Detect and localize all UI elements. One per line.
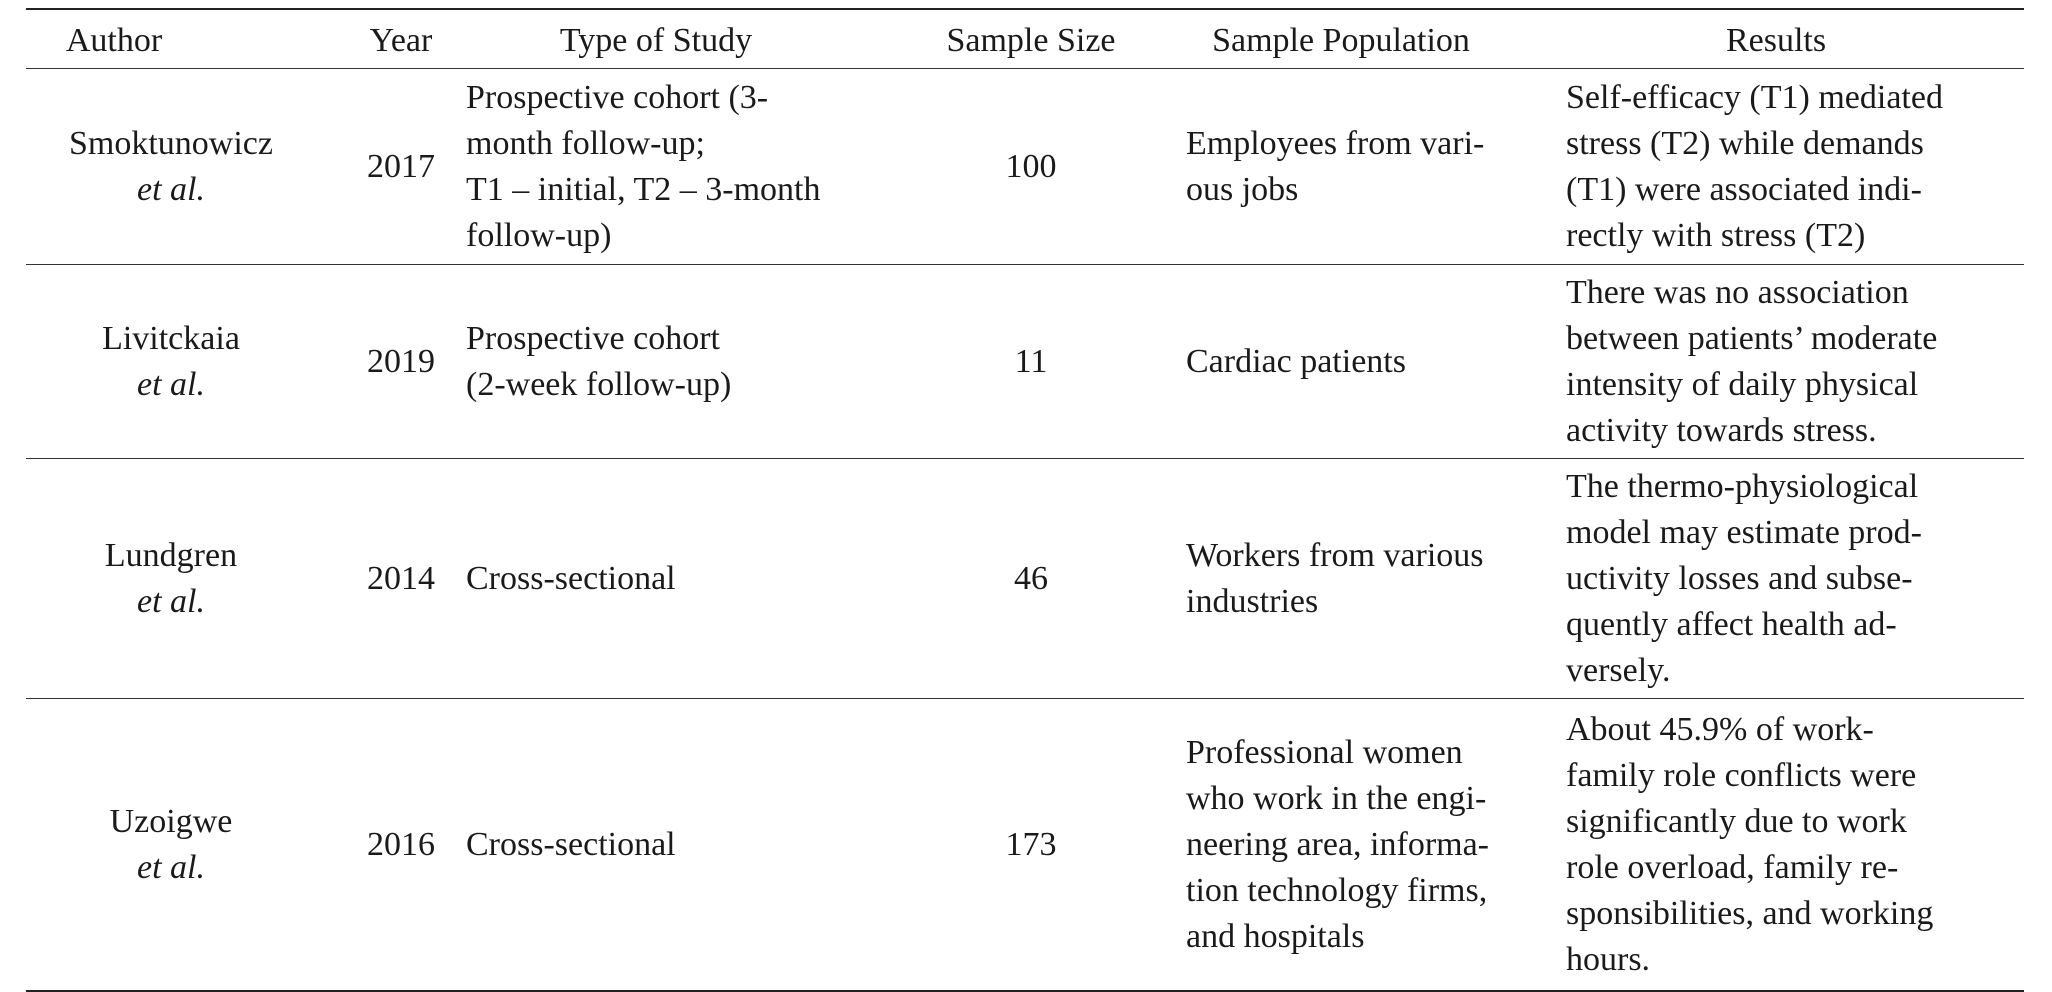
header-type-of-study: Type of Study [559, 22, 753, 59]
results-line: uctivity losses and subse- [1566, 560, 1913, 597]
sample-size-cell: 173 [906, 700, 1156, 990]
sample-population-line: Employees from vari- [1186, 125, 1485, 162]
results-line: (T1) were associated indi- [1566, 171, 1922, 208]
row-divider [26, 264, 2024, 265]
type-of-study-cell: Cross-sectional [466, 460, 906, 698]
type-of-study-line: Cross-sectional [466, 826, 676, 863]
sample-population-line: Workers from various [1186, 537, 1484, 574]
year-value: 2014 [367, 560, 435, 597]
author-name: Livitckaia [102, 320, 240, 357]
results-line: rectly with stress (T2) [1566, 217, 1866, 254]
results-line: family role conflicts were [1566, 757, 1917, 794]
results-line: intensity of daily physical [1566, 366, 1919, 403]
results-cell: Self-efficacy (T1) mediated stress (T2) w… [1566, 70, 2026, 264]
results-cell: About 45.9% of work-family role conflict… [1566, 700, 2026, 990]
author-etal: et al. [137, 366, 205, 403]
header-results: Results [1725, 22, 1827, 59]
sample-population-cell: Cardiac patients [1186, 266, 1526, 458]
type-of-study-line: T1 – initial, T2 – 3-month [466, 171, 821, 208]
sample-size-value: 11 [1014, 343, 1048, 380]
results-line: Self-efficacy (T1) mediated [1566, 79, 1943, 116]
author-name: Smoktunowicz [69, 125, 273, 162]
sample-population-line: who work in the engi- [1186, 780, 1487, 817]
year-cell: 2016 [353, 700, 449, 990]
sample-size-cell: 100 [906, 70, 1156, 264]
author-etal: et al. [137, 171, 205, 208]
results-line: sponsibilities, and working [1566, 895, 1934, 932]
sample-population-line: ous jobs [1186, 171, 1299, 208]
author-etal: et al. [137, 849, 205, 886]
sample-population-cell: Professional women who work in the engi-n… [1186, 700, 1526, 990]
author-cell: Livitckaia et al. [26, 266, 316, 458]
results-line: The thermo-physiological [1566, 468, 1919, 505]
type-of-study-line: Prospective cohort [466, 320, 720, 357]
author-cell: Smoktunowicz et al. [26, 70, 316, 264]
year-cell: 2019 [353, 266, 449, 458]
author-name: Uzoigwe [109, 803, 233, 840]
type-of-study-cell: Prospective cohort (3- month follow-up; T1… [466, 70, 906, 264]
author-name: Lundgren [104, 537, 238, 574]
sample-population-line: neering area, informa- [1186, 826, 1489, 863]
table-top-rule [26, 8, 2024, 10]
results-line: between patients’ moderate [1566, 320, 1938, 357]
sample-population-cell: Employees from vari-ous jobs [1186, 70, 1526, 264]
results-cell: The thermo-physiological model may estima… [1566, 460, 2026, 698]
results-line: model may estimate prod- [1566, 514, 1922, 551]
results-line: hours. [1566, 941, 1651, 978]
author-cell: Lundgren et al. [26, 460, 316, 698]
header-sample-size: Sample Size [946, 22, 1116, 59]
header-rule [26, 68, 2024, 69]
year-value: 2019 [367, 343, 435, 380]
header-author: Author [65, 22, 163, 59]
sample-population-line: Professional women [1186, 734, 1463, 771]
results-cell: There was no association between patients… [1566, 266, 2026, 458]
header-year: Year [369, 22, 433, 59]
type-of-study-line: (2-week follow-up) [466, 366, 732, 403]
header-sample-population: Sample Population [1212, 22, 1470, 59]
author-cell: Uzoigwe et al. [26, 700, 316, 990]
results-line: There was no association [1566, 274, 1909, 311]
year-value: 2016 [367, 826, 435, 863]
type-of-study-line: Cross-sectional [466, 560, 676, 597]
sample-population-line: industries [1186, 583, 1319, 620]
row-divider [26, 698, 2024, 699]
year-value: 2017 [367, 148, 435, 185]
type-of-study-line: follow-up) [466, 217, 612, 254]
sample-population-line: tion technology firms, [1186, 872, 1488, 909]
sample-population-line: Cardiac patients [1186, 343, 1406, 380]
sample-population-cell: Workers from various industries [1186, 460, 1526, 698]
type-of-study-line: Prospective cohort (3- [466, 79, 769, 116]
type-of-study-line: month follow-up; [466, 125, 705, 162]
type-of-study-cell: Cross-sectional [466, 700, 906, 990]
sample-size-cell: 46 [906, 460, 1156, 698]
results-line: role overload, family re- [1566, 849, 1899, 886]
sample-size-cell: 11 [906, 266, 1156, 458]
results-line: activity towards stress. [1566, 412, 1877, 449]
author-etal: et al. [137, 583, 205, 620]
sample-size-value: 173 [1005, 826, 1057, 863]
results-line: significantly due to work [1566, 803, 1907, 840]
year-cell: 2017 [353, 70, 449, 264]
results-line: About 45.9% of work- [1566, 711, 1874, 748]
sample-population-line: and hospitals [1186, 918, 1365, 955]
results-line: versely. [1566, 652, 1671, 689]
sample-size-value: 100 [1005, 148, 1057, 185]
row-divider [26, 458, 2024, 459]
results-line: quently affect health ad- [1566, 606, 1897, 643]
type-of-study-cell: Prospective cohort (2-week follow-up) [466, 266, 906, 458]
results-line: stress (T2) while demands [1566, 125, 1924, 162]
sample-size-value: 46 [1014, 560, 1048, 597]
year-cell: 2014 [353, 460, 449, 698]
